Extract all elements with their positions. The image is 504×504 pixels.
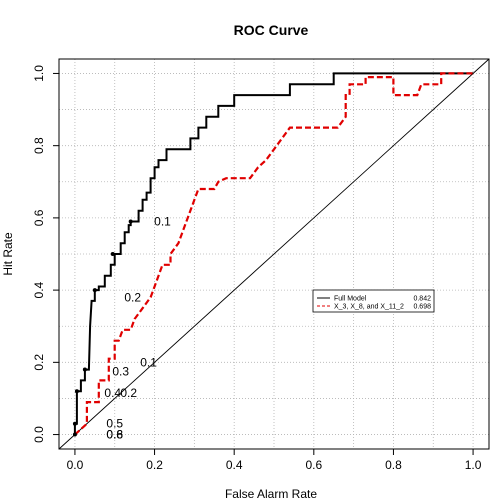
y-tick-label: 1.0 — [32, 65, 46, 82]
legend-series-name: Full Model — [334, 296, 367, 303]
threshold-label: 0.8 — [106, 428, 123, 442]
threshold-point — [72, 432, 77, 437]
y-axis-label: Hit Rate — [1, 232, 15, 276]
threshold-point — [110, 252, 115, 256]
reference-line — [58, 58, 490, 450]
legend-series-name: X_3, X_8, and X_11_2 — [334, 304, 404, 311]
y-tick-label: 0.8 — [32, 137, 46, 154]
x-tick-label: 0.2 — [146, 458, 163, 472]
threshold-point — [92, 288, 97, 293]
y-axis: 0.0 0.2 0.4 0.6 0.8 1.0 — [32, 65, 60, 443]
threshold-labels: 0.10.20.10.30.4 0.20.50.60.8 — [104, 215, 171, 442]
threshold-point — [128, 219, 133, 224]
x-tick-label: 0.8 — [385, 458, 402, 472]
legend: Full Model 0.842 X_3, X_8, and X_11_2 0.698 — [312, 289, 435, 313]
series-line-reduced-model — [74, 72, 474, 436]
x-tick-label: 0.0 — [67, 458, 84, 472]
threshold-label: 0.2 — [124, 290, 141, 304]
threshold-label: 0.1 — [140, 355, 157, 369]
threshold-point — [72, 421, 77, 426]
y-tick-label: 0.0 — [32, 426, 46, 443]
legend-box — [312, 289, 435, 313]
series-line-full-model — [73, 72, 474, 435]
threshold-label: 0.5 — [106, 417, 123, 431]
y-tick-label: 0.2 — [32, 354, 46, 371]
series-lines — [73, 72, 474, 436]
y-tick-label: 0.6 — [32, 209, 46, 226]
threshold-point — [82, 367, 87, 372]
threshold-points — [72, 219, 133, 437]
x-tick-label: 1.0 — [465, 458, 482, 472]
reference-diagonal — [58, 58, 490, 450]
threshold-point — [74, 389, 79, 394]
x-axis: 0.0 0.2 0.4 0.6 0.8 1.0 — [67, 448, 482, 472]
legend-series-auc: 0.842 — [413, 296, 431, 303]
threshold-label: 0.4 — [104, 386, 121, 400]
threshold-label: 0.3 — [112, 364, 129, 378]
y-tick-label: 0.4 — [32, 281, 46, 298]
x-tick-label: 0.4 — [226, 458, 243, 472]
x-tick-label: 0.6 — [305, 458, 322, 472]
threshold-label: 0.2 — [120, 386, 137, 400]
threshold-label: 0.1 — [154, 215, 171, 229]
chart-title: ROC Curve — [234, 22, 309, 38]
grid-lines — [59, 59, 489, 449]
legend-series-auc: 0.698 — [413, 304, 431, 311]
x-axis-label: False Alarm Rate — [225, 487, 317, 501]
threshold-label: 0.6 — [106, 428, 123, 442]
